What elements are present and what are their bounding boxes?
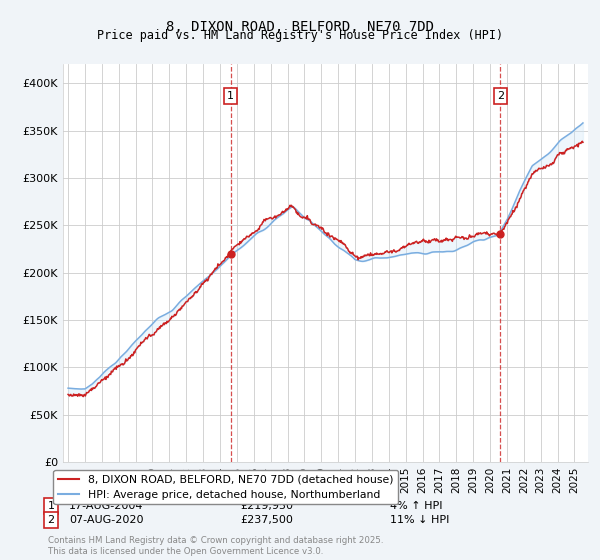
Legend: 8, DIXON ROAD, BELFORD, NE70 7DD (detached house), HPI: Average price, detached : 8, DIXON ROAD, BELFORD, NE70 7DD (detach… bbox=[53, 470, 398, 505]
Text: 07-AUG-2020: 07-AUG-2020 bbox=[69, 515, 143, 525]
Text: 4% ↑ HPI: 4% ↑ HPI bbox=[390, 501, 443, 511]
Text: 2: 2 bbox=[497, 91, 504, 101]
Text: 2: 2 bbox=[47, 515, 55, 525]
Text: Price paid vs. HM Land Registry's House Price Index (HPI): Price paid vs. HM Land Registry's House … bbox=[97, 29, 503, 42]
Text: £237,500: £237,500 bbox=[240, 515, 293, 525]
Text: £219,950: £219,950 bbox=[240, 501, 293, 511]
Text: 1: 1 bbox=[47, 501, 55, 511]
Text: 11% ↓ HPI: 11% ↓ HPI bbox=[390, 515, 449, 525]
Text: 17-AUG-2004: 17-AUG-2004 bbox=[69, 501, 143, 511]
Text: Contains HM Land Registry data © Crown copyright and database right 2025.
This d: Contains HM Land Registry data © Crown c… bbox=[48, 536, 383, 556]
Text: 8, DIXON ROAD, BELFORD, NE70 7DD: 8, DIXON ROAD, BELFORD, NE70 7DD bbox=[166, 20, 434, 34]
Text: 1: 1 bbox=[227, 91, 234, 101]
